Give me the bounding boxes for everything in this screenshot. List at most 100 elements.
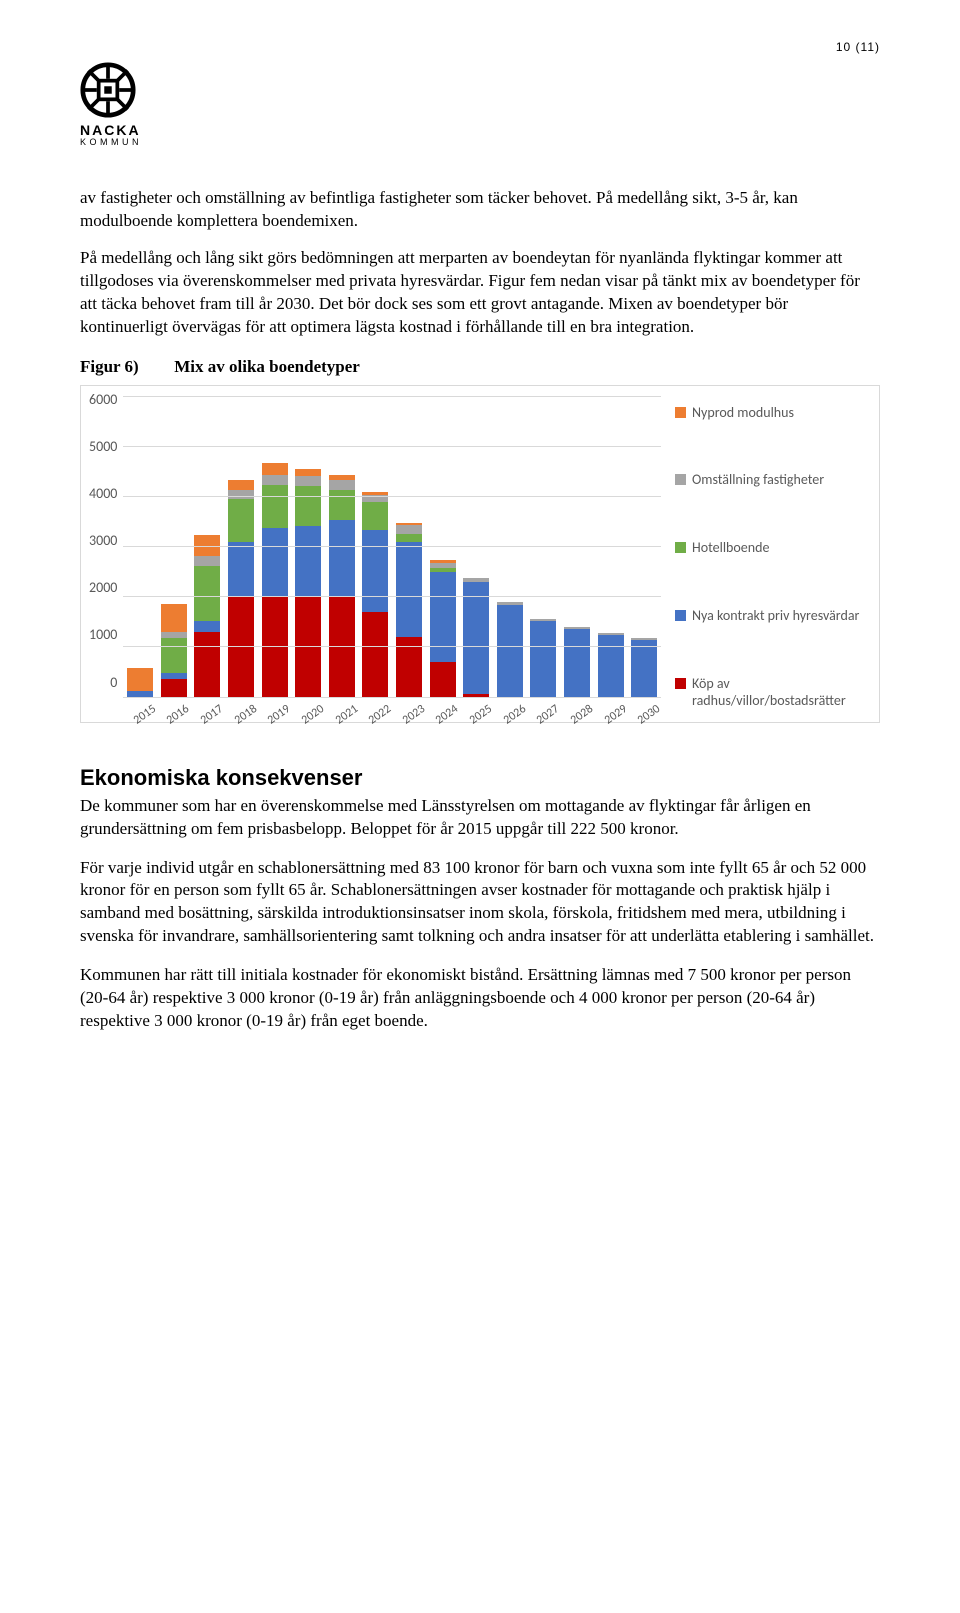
chart-bar (228, 480, 254, 697)
y-tick-label: 2000 (89, 579, 117, 596)
legend-swatch (675, 610, 686, 621)
chart-plot (123, 398, 661, 698)
bar-segment-nya (127, 691, 153, 697)
chart-bar (497, 602, 523, 697)
section-heading-ekonomiska: Ekonomiska konsekvenser (80, 765, 880, 791)
chart-bar (329, 475, 355, 697)
econ-paragraph-3: Kommunen har rätt till initiala kostnade… (80, 964, 880, 1033)
chart-gridline (123, 496, 661, 497)
y-tick-label: 0 (89, 674, 117, 691)
bar-segment-omst (295, 476, 321, 486)
bar-segment-nyprod (161, 604, 187, 632)
bar-segment-hotell (396, 534, 422, 542)
bar-segment-nya (329, 520, 355, 597)
x-tick-label: 2015 (131, 701, 160, 727)
chart-y-axis: 0100020003000400050006000 (89, 391, 123, 691)
chart-plot-area: 0100020003000400050006000 20152016201720… (89, 398, 661, 716)
chart-bars (123, 398, 661, 697)
legend-label: Hotellboende (692, 539, 769, 557)
legend-item: Nya kontrakt priv hyresvärdar (675, 607, 871, 625)
bar-segment-nyprod (262, 463, 288, 476)
bar-segment-kop (329, 597, 355, 697)
y-tick-label: 5000 (89, 438, 117, 455)
bar-segment-omst (329, 480, 355, 490)
legend-label: Omställning fastigheter (692, 471, 824, 489)
bar-segment-nya (228, 542, 254, 597)
chart-bar (127, 668, 153, 697)
chart-bar (564, 627, 590, 697)
chart-gridline (123, 446, 661, 447)
bar-segment-nya (262, 528, 288, 597)
bar-segment-kop (295, 597, 321, 697)
bar-segment-nya (362, 530, 388, 612)
bar-segment-nya (295, 526, 321, 597)
bar-segment-hotell (161, 638, 187, 673)
bar-segment-hotell (228, 499, 254, 542)
bar-segment-omst (228, 490, 254, 499)
y-tick-label: 1000 (89, 626, 117, 643)
x-tick-label: 2021 (333, 701, 362, 727)
x-tick-label: 2027 (534, 701, 563, 727)
bar-segment-nya (598, 635, 624, 697)
legend-swatch (675, 542, 686, 553)
figure-title: Mix av olika boendetyper (174, 357, 360, 376)
chart-gridline (123, 596, 661, 597)
econ-paragraph-2: För varje individ utgår en schablonersät… (80, 857, 880, 949)
x-tick-label: 2029 (602, 701, 631, 727)
bar-segment-nya (631, 640, 657, 697)
bar-segment-hotell (362, 502, 388, 530)
chart-bar (396, 523, 422, 697)
legend-label: Köp av radhus/villor/bostadsrätter (692, 675, 871, 710)
x-tick-label: 2028 (568, 701, 597, 727)
bar-segment-hotell (194, 566, 220, 621)
y-tick-label: 4000 (89, 485, 117, 502)
bar-segment-nya (497, 605, 523, 697)
bar-segment-omst (396, 525, 422, 534)
x-tick-label: 2023 (400, 701, 429, 727)
bar-segment-hotell (295, 486, 321, 526)
chart-bar (295, 469, 321, 697)
legend-swatch (675, 678, 686, 689)
chart-bar (530, 619, 556, 697)
legend-label: Nya kontrakt priv hyresvärdar (692, 607, 859, 625)
bar-segment-hotell (262, 485, 288, 528)
x-tick-label: 2019 (265, 701, 294, 727)
y-tick-label: 3000 (89, 532, 117, 549)
legend-label: Nyprod modulhus (692, 404, 794, 422)
bar-segment-nya (430, 572, 456, 662)
bar-segment-omst (194, 556, 220, 566)
logo-main-text: NACKA (80, 123, 150, 137)
x-tick-label: 2020 (299, 701, 328, 727)
econ-paragraph-1: De kommuner som har en överenskommelse m… (80, 795, 880, 841)
bar-segment-kop (228, 597, 254, 697)
bar-segment-kop (262, 597, 288, 697)
legend-swatch (675, 474, 686, 485)
chart-bar (598, 633, 624, 697)
bar-segment-nya (564, 629, 590, 697)
x-tick-label: 2025 (467, 701, 496, 727)
chart-bar (161, 604, 187, 697)
x-tick-label: 2026 (501, 701, 530, 727)
legend-item: Köp av radhus/villor/bostadsrätter (675, 675, 871, 710)
legend-swatch (675, 407, 686, 418)
chart-bar (194, 535, 220, 697)
bar-segment-omst (262, 475, 288, 485)
chart-bar (262, 463, 288, 697)
chart-legend: Nyprod modulhus Omställning fastigheter Ho… (661, 398, 871, 716)
bar-segment-hotell (329, 490, 355, 520)
x-tick-label: 2017 (198, 701, 227, 727)
bar-segment-kop (161, 679, 187, 697)
bar-segment-kop (194, 632, 220, 697)
bar-segment-kop (463, 694, 489, 697)
chart-container: 0100020003000400050006000 20152016201720… (80, 385, 880, 723)
legend-item: Nyprod modulhus (675, 404, 871, 422)
logo-sub-text: KOMMUN (80, 137, 150, 147)
page-number: 10 (11) (80, 40, 880, 54)
bar-segment-nya (194, 621, 220, 632)
chart-gridline (123, 396, 661, 397)
chart-bar (430, 560, 456, 697)
legend-item: Hotellboende (675, 539, 871, 557)
bar-segment-nya (396, 542, 422, 637)
x-tick-label: 2022 (366, 701, 395, 727)
legend-item: Omställning fastigheter (675, 471, 871, 489)
